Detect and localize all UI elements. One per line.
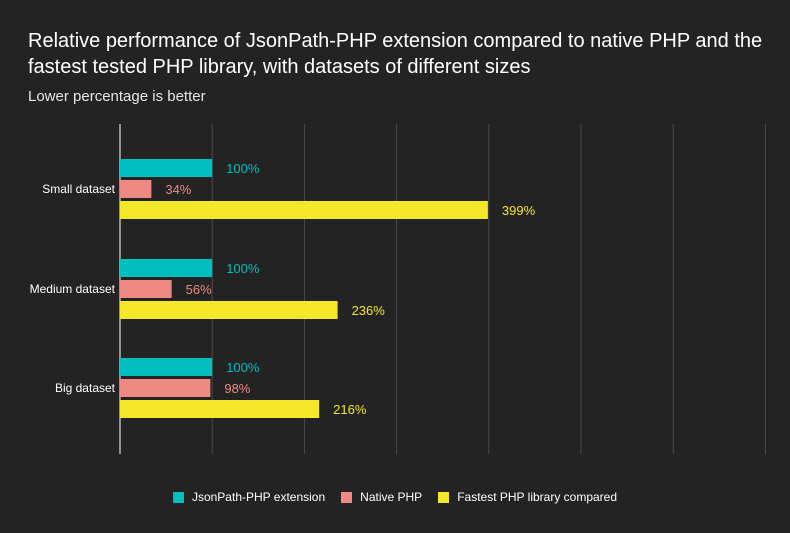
category-label: Small dataset: [42, 182, 115, 196]
legend-label: Fastest PHP library compared: [457, 490, 618, 504]
data-label: 100%: [226, 261, 260, 276]
bar: [120, 301, 338, 319]
data-label: 34%: [165, 182, 191, 197]
category-label: Big dataset: [55, 381, 116, 395]
legend-label: Native PHP: [360, 490, 423, 504]
data-label: 399%: [502, 203, 536, 218]
data-label: 98%: [224, 381, 250, 396]
bar: [120, 358, 213, 376]
legend: JsonPath-PHP extension Native PHP Fastest …: [0, 490, 790, 504]
bar: [120, 201, 488, 219]
legend-item: Fastest PHP library compared: [438, 490, 617, 504]
bar: [120, 400, 320, 418]
legend-swatch: [438, 491, 450, 503]
data-label: 100%: [226, 161, 260, 176]
data-label: 56%: [186, 282, 212, 297]
category-label: Medium dataset: [30, 282, 116, 296]
legend-item: Native PHP: [341, 490, 422, 504]
bar: [120, 280, 172, 298]
legend-label: JsonPath-PHP extension: [191, 490, 326, 504]
bar: [120, 379, 211, 397]
bar-chart: Small dataset 100% 34% 399% Medium dataset 10…: [30, 124, 766, 454]
chart-title: Relative performance of JsonPath-PHP ext…: [28, 30, 763, 78]
data-label: 236%: [352, 303, 386, 318]
data-label: 100%: [226, 360, 260, 375]
bar: [120, 159, 213, 177]
bar: [120, 180, 152, 198]
legend-swatch: [172, 491, 184, 503]
chart-subtitle: Lower percentage is better: [28, 88, 206, 105]
bar: [120, 259, 213, 277]
data-label: 216%: [333, 402, 367, 417]
legend-item: JsonPath-PHP extension: [172, 490, 326, 504]
legend-swatch: [341, 491, 353, 503]
